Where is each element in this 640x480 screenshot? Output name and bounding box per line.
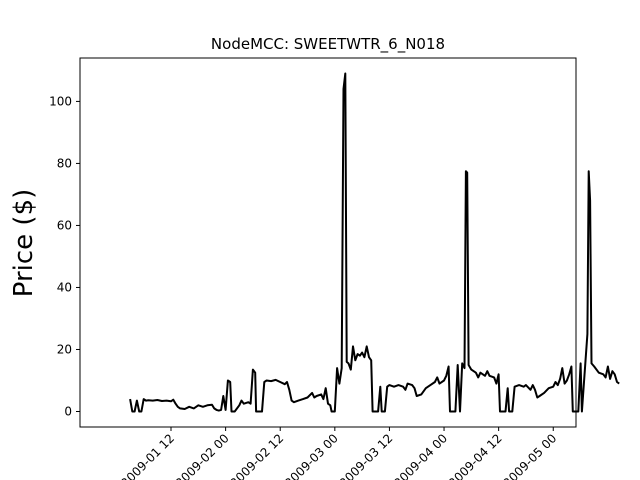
y-tick-label: 60 bbox=[57, 218, 72, 232]
y-tick-label: 0 bbox=[64, 404, 72, 418]
y-tick-label: 80 bbox=[57, 156, 72, 170]
price-series-line bbox=[129, 72, 620, 413]
y-tick-label: 100 bbox=[49, 94, 72, 108]
x-tick-label: 2009-02 12 bbox=[227, 431, 286, 480]
axes-frame bbox=[79, 57, 577, 428]
x-tick-label: 2009-04 00 bbox=[391, 431, 450, 480]
y-axis: 0 20 40 60 80 100 bbox=[49, 94, 80, 418]
y-tick-label: 20 bbox=[57, 342, 72, 356]
y-tick-label: 40 bbox=[57, 280, 72, 294]
chart-title: NodeMCC: SWEETWTR_6_N018 bbox=[211, 35, 445, 54]
plot-area bbox=[129, 72, 620, 413]
x-tick-label: 2009-05 00 bbox=[501, 431, 560, 480]
x-tick-label: 2009-01 12 bbox=[118, 431, 177, 480]
x-tick-label: 2009-03 00 bbox=[282, 431, 341, 480]
x-tick-label: 2009-03 12 bbox=[337, 431, 396, 480]
x-tick-label: 2009-04 12 bbox=[446, 431, 505, 480]
x-tick-label: 2009-02 00 bbox=[173, 431, 232, 480]
y-axis-label: Price ($) bbox=[9, 189, 39, 298]
